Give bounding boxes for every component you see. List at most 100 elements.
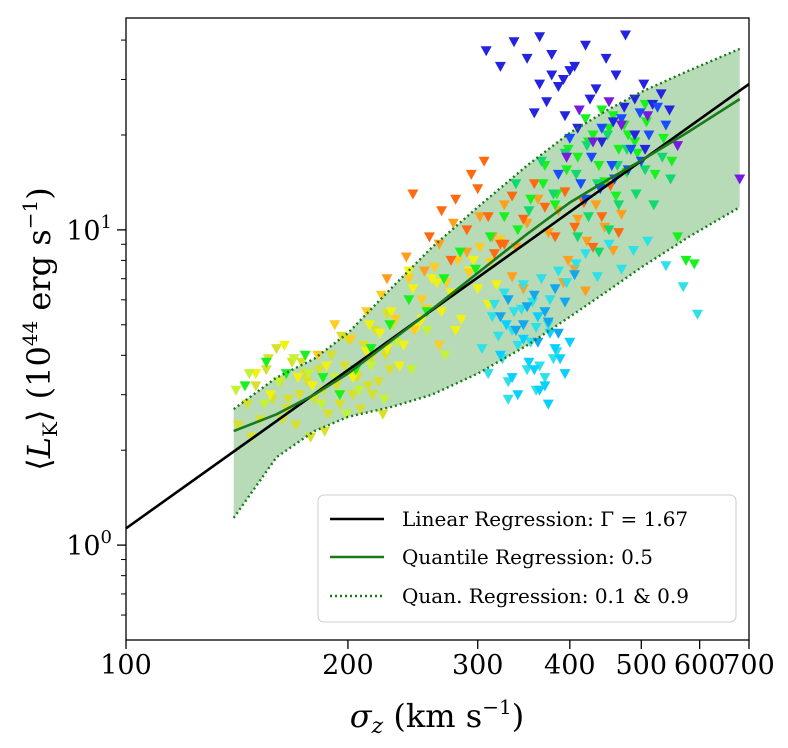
data-point-s11-31 xyxy=(564,66,576,77)
data-point-s3-16 xyxy=(433,340,445,351)
data-point-s13-0 xyxy=(561,152,573,163)
data-point-s8-14 xyxy=(530,323,542,333)
quantile-upper-line xyxy=(232,47,741,411)
data-point-s0-2 xyxy=(250,381,262,392)
data-point-s7-3 xyxy=(547,189,559,200)
data-point-s1-2 xyxy=(278,340,290,351)
data-point-s0-26 xyxy=(358,340,369,351)
data-point-s11-16 xyxy=(655,89,667,100)
data-point-s2-9 xyxy=(353,385,365,396)
data-point-s6-27 xyxy=(631,148,643,159)
data-point-s6-32 xyxy=(580,114,591,125)
y-tick-label-0: 100 xyxy=(66,527,112,562)
data-point-s8-17 xyxy=(488,299,500,310)
data-point-s0-42 xyxy=(367,390,379,401)
data-point-s13-6 xyxy=(573,105,585,116)
data-point-s9-15 xyxy=(542,399,554,410)
data-point-s10-11 xyxy=(559,297,571,308)
data-point-s5-12 xyxy=(549,232,561,243)
y-tick-label-1: 101 xyxy=(66,212,112,247)
data-point-s1-9 xyxy=(374,328,386,339)
data-point-s11-9 xyxy=(590,84,602,95)
data-point-s9-11 xyxy=(554,354,566,365)
data-point-s5-0 xyxy=(407,189,419,200)
data-point-s4-24 xyxy=(506,272,518,283)
data-point-s7-6 xyxy=(581,141,593,152)
data-point-s3-8 xyxy=(428,262,440,273)
data-point-s11-4 xyxy=(534,32,546,43)
data-point-s1-24 xyxy=(431,278,443,289)
data-point-s12-10 xyxy=(652,102,663,113)
data-point-s7-18 xyxy=(593,247,605,258)
data-point-s0-33 xyxy=(384,365,396,376)
data-point-s6-15 xyxy=(498,212,510,223)
data-point-s0-38 xyxy=(301,377,313,388)
data-point-s13-5 xyxy=(734,174,746,185)
data-point-s1-21 xyxy=(490,280,502,291)
data-point-s0-23 xyxy=(347,390,359,401)
data-point-s11-27 xyxy=(546,70,558,81)
data-point-s0-11 xyxy=(294,390,306,401)
data-point-s1-25 xyxy=(450,325,462,336)
data-point-s10-12 xyxy=(569,270,581,281)
data-point-s13-7 xyxy=(603,97,615,108)
data-point-s2-5 xyxy=(303,369,315,380)
x-tick-label-0: 100 xyxy=(100,650,152,681)
data-point-s10-3 xyxy=(532,337,544,348)
data-point-s2-13 xyxy=(406,365,418,376)
data-point-s1-12 xyxy=(407,284,419,295)
data-point-s12-6 xyxy=(616,114,627,125)
data-point-s7-16 xyxy=(572,232,584,243)
data-point-s4-23 xyxy=(580,286,591,297)
data-point-s9-7 xyxy=(512,390,524,401)
data-point-s9-9 xyxy=(534,385,546,396)
data-point-s3-0 xyxy=(312,350,324,361)
data-point-s7-11 xyxy=(630,189,642,200)
data-point-s6-18 xyxy=(537,179,549,190)
data-point-s2-10 xyxy=(365,361,377,372)
data-point-s6-12 xyxy=(454,247,466,258)
data-point-s7-8 xyxy=(602,130,613,141)
data-point-s6-3 xyxy=(299,350,311,361)
data-point-s6-38 xyxy=(639,99,651,110)
data-point-s5-20 xyxy=(465,169,477,180)
data-point-s7-13 xyxy=(648,200,660,211)
data-point-s10-1 xyxy=(510,325,522,336)
y-axis-label: ⟨LK⟩ (1044 erg s−1) xyxy=(18,187,62,470)
data-point-s11-3 xyxy=(521,53,533,64)
data-point-s12-11 xyxy=(660,120,672,131)
data-point-s12-8 xyxy=(634,108,646,119)
data-point-s1-10 xyxy=(385,307,397,318)
data-point-s0-21 xyxy=(339,361,351,372)
data-point-s5-16 xyxy=(587,242,599,253)
legend-box xyxy=(317,494,737,623)
legend-label-quan-bounds: Quan. Regression: 0.1 & 0.9 xyxy=(402,584,689,608)
data-point-s5-10 xyxy=(528,179,540,190)
data-point-s0-10 xyxy=(290,420,302,431)
data-point-s6-19 xyxy=(549,200,561,211)
data-point-s4-6 xyxy=(474,212,486,223)
data-point-s11-17 xyxy=(664,105,675,116)
data-point-s2-3 xyxy=(273,377,284,388)
data-point-s0-30 xyxy=(372,377,384,388)
data-point-s2-6 xyxy=(315,399,327,410)
data-point-s8-21 xyxy=(527,297,538,308)
data-point-s3-6 xyxy=(403,274,415,285)
data-point-s0-0 xyxy=(232,420,244,431)
data-point-s1-3 xyxy=(292,373,304,384)
data-point-s8-31 xyxy=(628,246,639,256)
data-point-s5-5 xyxy=(472,184,484,195)
data-point-s5-19 xyxy=(613,228,625,239)
data-point-s4-14 xyxy=(562,255,574,266)
x-tick-label-6: 700 xyxy=(723,650,775,681)
data-point-s1-11 xyxy=(398,340,410,351)
data-point-s6-0 xyxy=(239,381,251,392)
data-point-s9-1 xyxy=(506,373,518,384)
data-point-s5-11 xyxy=(539,202,551,213)
data-point-s6-45 xyxy=(672,232,684,243)
data-point-s8-15 xyxy=(539,373,551,384)
data-point-s6-31 xyxy=(666,156,678,167)
data-point-s12-1 xyxy=(564,133,576,144)
